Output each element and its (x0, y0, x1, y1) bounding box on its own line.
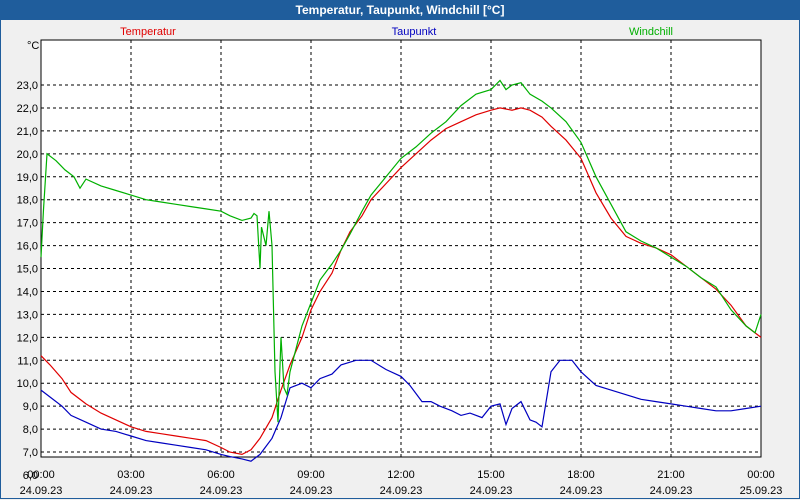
legend-taupunkt: Taupunkt (392, 26, 437, 38)
y-tick-label: 12,0 (17, 332, 38, 344)
window-title: Temperatur, Taupunkt, Windchill [°C] (0, 0, 800, 20)
x-tick-date: 24.09.23 (110, 485, 153, 497)
y-tick-label: 17,0 (17, 218, 38, 230)
y-tick-label: 11,0 (17, 355, 38, 367)
x-tick-time: 00:00 (747, 469, 775, 481)
y-tick-label: 16,0 (17, 241, 38, 253)
plot-area (40, 39, 762, 458)
x-tick-time: 21:00 (657, 469, 685, 481)
line-chart: 6,0 7,0 8,0 9,0 10,0 11,0 12,0 13,0 14,0 15,0 16,0… (17, 26, 783, 497)
y-tick-label: 14,0 (17, 286, 38, 298)
legend-temperatur: Temperatur (120, 26, 176, 38)
y-axis-unit: °C (27, 40, 39, 52)
legend: Temperatur Taupunkt Windchill (120, 26, 673, 38)
x-tick-time: 09:00 (297, 469, 325, 481)
y-tick-label: 23,0 (17, 80, 38, 92)
x-tick-date: 25.09.23 (740, 485, 783, 497)
series-line-windchill (40, 79, 762, 423)
y-tick-label: 15,0 (17, 264, 38, 276)
x-tick-date: 24.09.23 (470, 485, 513, 497)
y-tick-label: 21,0 (17, 126, 38, 138)
x-tick-date: 24.09.23 (650, 485, 693, 497)
axis-ticks: 6,0 7,0 8,0 9,0 10,0 11,0 12,0 13,0 14,0 15,0 16,0… (17, 80, 783, 497)
x-tick-time: 12:00 (387, 469, 415, 481)
y-tick-label: 7,0 (23, 447, 38, 459)
legend-windchill: Windchill (629, 26, 673, 38)
y-tick-label: 18,0 (17, 195, 38, 207)
series-line-temperatur (40, 107, 762, 456)
x-tick-date: 24.09.23 (20, 485, 63, 497)
chart-panel: 6,0 7,0 8,0 9,0 10,0 11,0 12,0 13,0 14,0 15,0 16,0… (0, 20, 800, 499)
x-tick-date: 24.09.23 (560, 485, 603, 497)
y-tick-label: 6,0 (23, 470, 38, 482)
series-group (40, 79, 762, 462)
x-tick-date: 24.09.23 (200, 485, 243, 497)
x-tick-date: 24.09.23 (380, 485, 423, 497)
y-tick-label: 20,0 (17, 149, 38, 161)
y-tick-label: 10,0 (17, 378, 38, 390)
y-tick-label: 8,0 (23, 424, 38, 436)
x-tick-time: 15:00 (477, 469, 505, 481)
x-tick-time: 03:00 (117, 469, 145, 481)
y-tick-label: 9,0 (23, 401, 38, 413)
y-tick-label: 19,0 (17, 172, 38, 184)
x-tick-time: 18:00 (567, 469, 595, 481)
y-tick-label: 13,0 (17, 309, 38, 321)
x-tick-time: 06:00 (207, 469, 235, 481)
grid (41, 40, 761, 457)
x-tick-time: 00:00 (27, 469, 55, 481)
y-tick-label: 22,0 (17, 103, 38, 115)
series-line-taupunkt (40, 359, 762, 462)
x-tick-date: 24.09.23 (290, 485, 333, 497)
